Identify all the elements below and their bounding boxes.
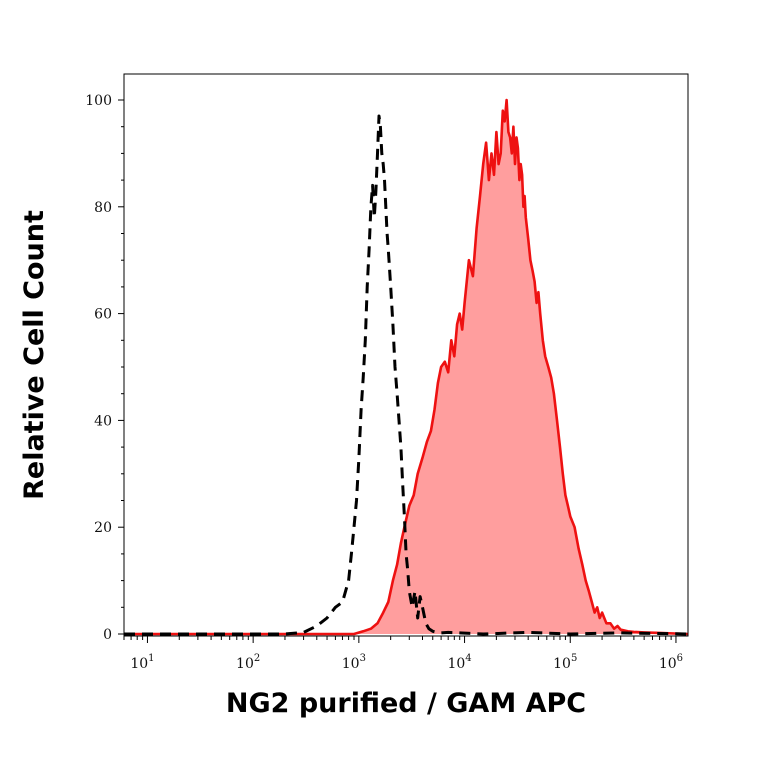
series-1-line: [124, 98, 689, 636]
x-tick-label-6: 106: [659, 653, 683, 672]
x-axis-title: NG2 purified / GAM APC: [226, 688, 586, 719]
x-tick-label-2: 102: [236, 653, 260, 672]
y-tick-label-20: 20: [94, 520, 112, 536]
y-tick-label-100: 100: [85, 93, 112, 109]
x-tick-label-4: 104: [447, 653, 471, 672]
series-1-area: [124, 100, 688, 634]
y-tick-label-60: 60: [94, 307, 112, 323]
y-tick-label-40: 40: [94, 413, 112, 429]
x-tick-label-5: 105: [553, 653, 577, 672]
y-axis-ticks: 0 20 40 60 80 100: [85, 93, 124, 643]
y-axis-title: Relative Cell Count: [19, 210, 50, 500]
plot-frame: [123, 73, 689, 637]
y-tick-label-80: 80: [94, 200, 112, 216]
series-0-line: [124, 114, 689, 636]
y-tick-label-0: 0: [103, 627, 112, 643]
series-layer: [124, 98, 689, 636]
x-tick-label-3: 103: [342, 653, 366, 672]
x-tick-label-1: 101: [130, 653, 154, 672]
x-axis-ticks: 101 102 103 104 105 106: [123, 636, 683, 672]
